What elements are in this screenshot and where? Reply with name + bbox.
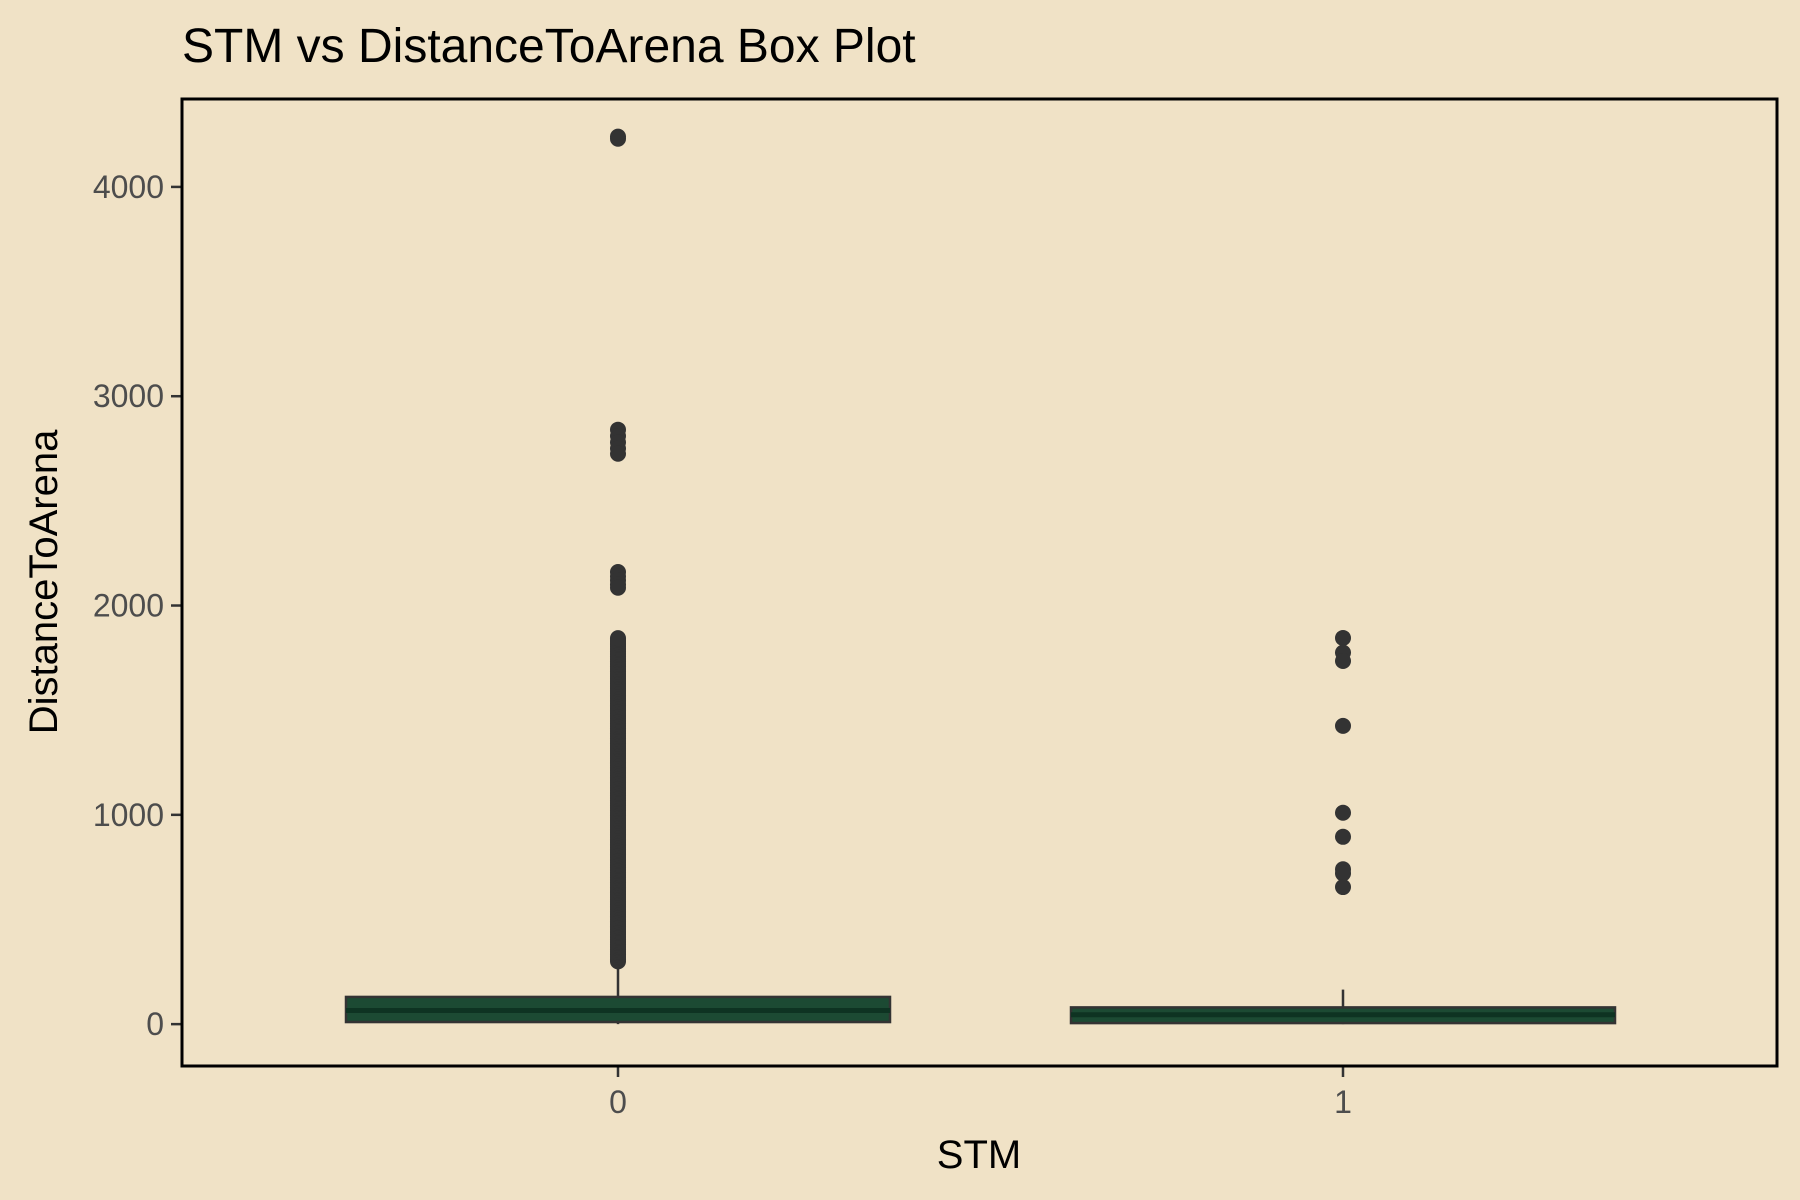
box-group-0 [344,128,892,1025]
x-axis-title: STM [937,1133,1021,1177]
y-tick-label: 4000 [93,169,164,205]
y-axis-title: DistanceToArena [22,429,66,734]
outlier-point [610,130,626,147]
outlier-point [1335,865,1351,882]
y-axis: 0 1000 2000 3000 4000 [93,169,182,1042]
outlier-point [1335,828,1351,845]
x-tick-label: 1 [1334,1084,1352,1120]
outlier-point [1335,879,1351,896]
y-tick-label: 1000 [93,797,164,833]
x-tick-label: 0 [609,1084,627,1120]
outliers [1335,629,1351,896]
outlier-point [1335,804,1351,821]
panel-border [180,97,1779,1068]
chart-title: STM vs DistanceToArena Box Plot [182,20,916,73]
outlier-point [610,630,626,647]
outlier-point [610,579,626,596]
outlier-point [610,445,626,462]
outlier-point [1335,652,1351,669]
y-tick-label: 3000 [93,378,164,414]
y-tick-label: 2000 [93,588,164,624]
box-group-1 [1069,629,1617,1025]
outlier-point [1335,629,1351,646]
outlier-point [1335,717,1351,734]
plot-area [344,128,1617,1025]
y-tick-label: 0 [146,1006,164,1042]
outliers [610,128,626,970]
